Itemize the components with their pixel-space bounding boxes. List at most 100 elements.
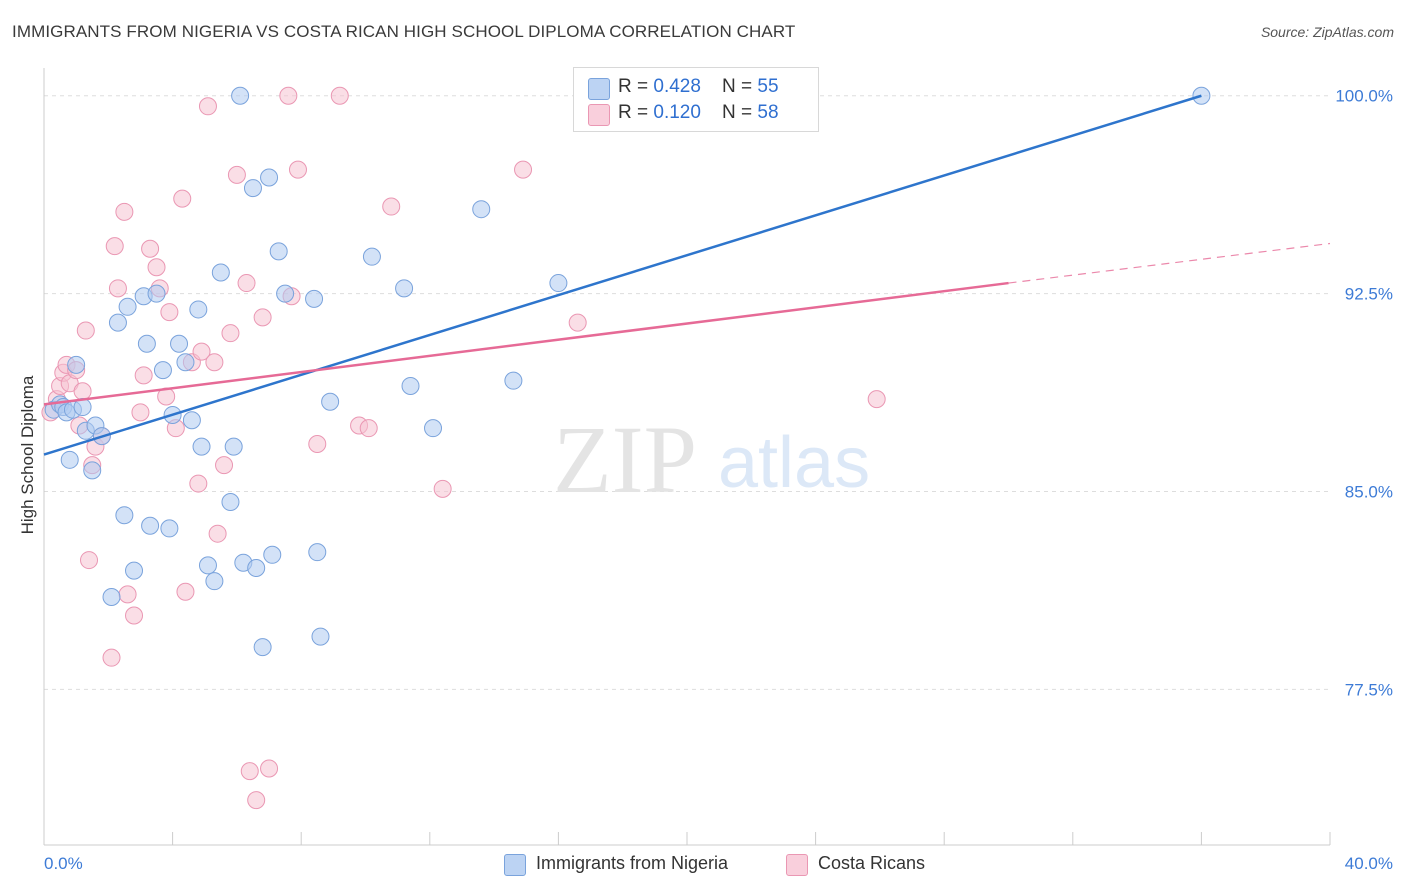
legend-label-costa-ricans: Costa Ricans <box>818 853 926 873</box>
nigeria-point-38 <box>253 638 272 657</box>
costa-rican-point-37 <box>221 324 240 343</box>
costa-rican-point-26 <box>160 303 179 322</box>
costa-rican-point-48 <box>330 86 349 105</box>
costa-rican-point-32 <box>192 342 211 361</box>
legend-n-value-nigeria: 55 <box>757 76 779 97</box>
nigeria-point-15 <box>118 297 137 316</box>
nigeria-point-19 <box>141 516 160 535</box>
costa-rican-point-39 <box>237 274 256 293</box>
series-nigeria <box>44 86 1211 657</box>
nigeria-point-13 <box>108 313 127 332</box>
legend-n-value-costa-ricans: 58 <box>757 102 779 123</box>
nigeria-point-30 <box>205 572 224 591</box>
costa-rican-point-51 <box>382 197 401 216</box>
nigeria-point-22 <box>160 519 179 538</box>
costa-rican-point-18 <box>118 585 137 604</box>
nigeria-point-36 <box>243 179 262 198</box>
legend-r-value-costa-ricans: 0.120 <box>653 102 701 123</box>
costa-rican-point-43 <box>260 759 279 778</box>
nigeria-point-16 <box>125 561 144 580</box>
legend-swatch-pink <box>786 854 808 876</box>
costa-rican-point-8 <box>73 382 92 401</box>
nigeria-point-39 <box>260 168 279 187</box>
costa-rican-point-46 <box>288 160 307 179</box>
nigeria-point-53 <box>549 274 568 293</box>
nigeria-point-4 <box>60 450 79 469</box>
legend-swatch-blue <box>588 78 610 100</box>
y-tick-label-2: 92.5% <box>1345 285 1393 304</box>
nigeria-point-46 <box>321 392 340 411</box>
costa-rican-point-17 <box>115 202 134 221</box>
legend-label-nigeria: Immigrants from Nigeria <box>536 853 729 873</box>
costa-rican-point-22 <box>141 239 160 258</box>
source-label: Source: ZipAtlas.com <box>1260 24 1394 40</box>
nigeria-point-6 <box>67 355 86 374</box>
nigeria-point-31 <box>211 263 230 282</box>
costa-rican-point-36 <box>215 456 234 475</box>
y-tick-label-3: 100.0% <box>1335 87 1393 106</box>
series-costa-ricans <box>41 86 886 810</box>
trend-line-costa-ricans <box>43 281 1009 406</box>
nigeria-point-32 <box>221 493 240 512</box>
nigeria-point-43 <box>305 289 324 308</box>
watermark-zip: ZIP <box>553 406 697 513</box>
nigeria-point-47 <box>362 247 381 266</box>
costa-rican-point-35 <box>208 524 227 543</box>
chart-title: IMMIGRANTS FROM NIGERIA VS COSTA RICAN H… <box>12 22 796 41</box>
trend-line-nigeria <box>43 94 1202 456</box>
costa-rican-point-23 <box>147 258 166 277</box>
nigeria-point-25 <box>176 353 195 372</box>
nigeria-point-33 <box>224 437 243 456</box>
costa-rican-point-19 <box>125 606 144 625</box>
costa-rican-point-15 <box>105 237 124 256</box>
costa-rican-point-33 <box>198 97 217 116</box>
axes <box>43 68 1331 846</box>
y-axis-label: High School Diploma <box>18 375 37 535</box>
nigeria-point-29 <box>198 556 217 575</box>
watermark-atlas: atlas <box>718 423 870 503</box>
costa-rican-point-50 <box>359 419 378 438</box>
nigeria-point-12 <box>102 588 121 607</box>
costa-rican-point-53 <box>514 160 533 179</box>
nigeria-point-44 <box>308 543 327 562</box>
nigeria-point-41 <box>269 242 288 261</box>
grid <box>44 95 1330 690</box>
x-tick-label-max: 40.0% <box>1345 854 1393 873</box>
x-tick-label-min: 0.0% <box>44 854 83 873</box>
nigeria-point-50 <box>424 419 443 438</box>
costa-rican-point-16 <box>108 279 127 298</box>
costa-rican-point-29 <box>176 582 195 601</box>
costa-rican-point-34 <box>205 353 224 372</box>
nigeria-point-45 <box>311 627 330 646</box>
nigeria-point-26 <box>182 411 201 430</box>
legend-r-value-nigeria: 0.428 <box>653 76 701 97</box>
nigeria-point-14 <box>115 506 134 525</box>
nigeria-point-42 <box>276 284 295 303</box>
nigeria-point-24 <box>170 334 189 353</box>
costa-rican-point-10 <box>80 551 99 570</box>
costa-rican-point-31 <box>189 474 208 493</box>
nigeria-point-9 <box>83 461 102 480</box>
costa-rican-point-28 <box>173 189 192 208</box>
nigeria-point-52 <box>504 371 523 390</box>
costa-rican-point-14 <box>102 648 121 667</box>
nigeria-point-34 <box>231 86 250 105</box>
nigeria-point-28 <box>192 437 211 456</box>
costa-rican-point-41 <box>247 791 266 810</box>
nigeria-point-49 <box>401 376 420 395</box>
tick-labels: 77.5% 85.0% 92.5% 100.0% 0.0% 40.0% <box>44 87 1393 873</box>
y-tick-label-0: 77.5% <box>1345 680 1393 699</box>
trend-lines <box>43 94 1331 456</box>
nigeria-point-40 <box>263 545 282 564</box>
costa-rican-point-21 <box>134 366 153 385</box>
costa-rican-point-52 <box>433 479 452 498</box>
costa-rican-point-40 <box>240 762 259 781</box>
costa-rican-point-55 <box>867 390 886 409</box>
legend-swatch-blue <box>504 854 526 876</box>
costa-rican-point-9 <box>76 321 95 340</box>
nigeria-point-48 <box>395 279 414 298</box>
legend-r-label: R = <box>618 102 654 123</box>
nigeria-point-20 <box>147 284 166 303</box>
costa-rican-point-38 <box>227 165 246 184</box>
